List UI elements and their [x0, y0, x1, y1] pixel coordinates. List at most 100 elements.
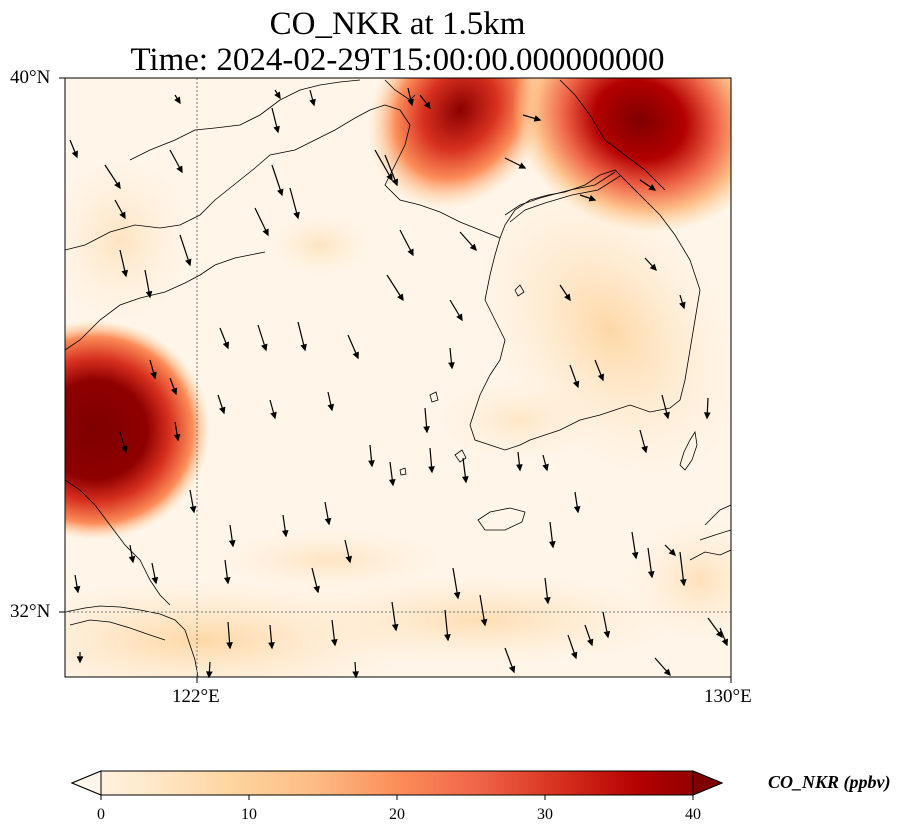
wind-arrow-head — [386, 173, 393, 182]
wind-arrow-head — [313, 585, 320, 594]
wind-arrow-head — [268, 642, 275, 650]
wind-arrow-head — [273, 125, 280, 134]
wind-arrow-head — [407, 98, 414, 107]
wind-arrow-head — [228, 539, 236, 548]
wind-arrow-head — [170, 387, 178, 396]
wind-arrow-head — [151, 576, 159, 585]
map-frame — [64, 77, 732, 678]
wind-arrow-head — [226, 642, 233, 650]
gridlines — [65, 78, 731, 677]
wind-arrow — [374, 149, 393, 181]
wind-arrow-head — [189, 505, 197, 514]
colorbar-tick-30: 30 — [537, 806, 553, 823]
wind-arrow-head — [145, 290, 153, 299]
wind-arrow-head — [261, 343, 268, 352]
wind-arrow-head — [518, 162, 527, 169]
colorbar-bar — [70, 770, 724, 796]
wind-arrow-head — [573, 505, 581, 514]
wind-arrow-head — [352, 671, 359, 679]
wind-arrow-head — [73, 585, 81, 594]
wind-arrow-head — [121, 269, 129, 278]
colorbar-tick-0: 0 — [97, 806, 105, 823]
wind-arrow-head — [407, 248, 414, 257]
wind-arrow-head — [324, 517, 332, 526]
wind-arrow-head — [223, 577, 231, 585]
colorbar-tick-10: 10 — [241, 806, 257, 823]
wind-arrow-head — [603, 630, 611, 639]
wind-arrow-head — [663, 411, 670, 420]
wind-arrow-head — [588, 195, 597, 202]
wind-arrow-head — [641, 445, 648, 454]
wind-arrow-head — [456, 313, 463, 322]
wind-arrow-head — [345, 555, 353, 564]
map-subtitle: Time: 2024-02-29T15:00:00.000000000 — [130, 42, 665, 78]
wind-arrow-head — [119, 211, 126, 220]
wind-arrow-head — [274, 91, 281, 100]
wind-arrow-head — [648, 184, 657, 191]
wind-arrow-head — [544, 597, 551, 605]
wind-arrow-head — [388, 479, 396, 487]
wind-arrow-head — [444, 634, 451, 642]
wind-arrow-head — [76, 656, 84, 664]
wind-arrow-head — [453, 591, 461, 600]
wind-arrow-head — [448, 362, 455, 370]
wind-arrow-head — [277, 188, 284, 197]
wind-arrow-head — [516, 464, 523, 472]
wind-arrow-head — [368, 460, 375, 468]
lon-tick-122e: 122°E — [172, 686, 220, 707]
wind-arrow-head — [586, 638, 594, 647]
wind-arrow-head — [222, 341, 230, 350]
wind-arrow-head — [176, 165, 183, 174]
wind-vectors — [69, 87, 728, 679]
wind-arrow-head — [428, 466, 435, 474]
wind-arrow-head — [219, 406, 226, 415]
wind-arrow-head — [508, 665, 516, 674]
wind-arrow-head — [174, 96, 181, 105]
wind-arrow-head — [631, 551, 639, 560]
wind-arrow-head — [649, 263, 657, 272]
wind-arrow-head — [128, 555, 136, 564]
wind-arrow-head — [679, 301, 686, 310]
wind-arrow-head — [715, 630, 723, 639]
wind-arrow-head — [570, 651, 578, 660]
colorbar — [70, 770, 724, 800]
wind-arrow-head — [469, 243, 477, 252]
wind-arrow-head — [703, 412, 711, 420]
colorbar-extend-high — [692, 770, 724, 796]
wind-arrow-head — [480, 618, 488, 627]
wind-arrow-head — [71, 150, 78, 159]
wind-arrow-head — [114, 181, 121, 190]
wind-arrow-head — [309, 98, 316, 107]
wind-arrow-head — [542, 463, 549, 472]
wind-arrow-head — [173, 433, 181, 442]
lon-tick-130e: 130°E — [704, 686, 752, 707]
wind-arrow-head — [423, 101, 431, 110]
wind-arrow-head — [352, 351, 359, 360]
wind-arrow-head — [331, 639, 338, 647]
wind-arrow-head — [121, 445, 128, 454]
wind-arrow-head — [663, 668, 671, 677]
colorbar-label: CO_NKR (ppbv) — [768, 772, 891, 792]
wind-arrow-head — [721, 638, 728, 647]
wind-arrow-head — [206, 671, 213, 679]
wind-arrow-head — [549, 541, 556, 549]
coastlines — [65, 79, 731, 677]
concentration-field — [65, 78, 731, 677]
wind-arrow-head — [300, 343, 307, 352]
lat-tick-32n: 32°N — [10, 601, 51, 622]
wind-arrow-head — [262, 228, 269, 237]
wind-arrow-head — [533, 115, 542, 122]
wind-arrow-head — [150, 371, 157, 380]
wind-arrow-head — [270, 411, 277, 420]
wind-arrow-head — [461, 476, 469, 484]
wind-arrow-head — [391, 178, 399, 187]
wind-arrow-head — [185, 258, 192, 267]
lat-tick-40n: 40°N — [10, 67, 51, 88]
wind-arrow-head — [647, 570, 655, 579]
wind-arrow-head — [668, 548, 676, 556]
wind-arrow-head — [397, 293, 404, 302]
colorbar-tick-40: 40 — [685, 806, 701, 823]
wind-arrow-head — [281, 529, 289, 538]
wind-arrow-head — [572, 380, 580, 389]
